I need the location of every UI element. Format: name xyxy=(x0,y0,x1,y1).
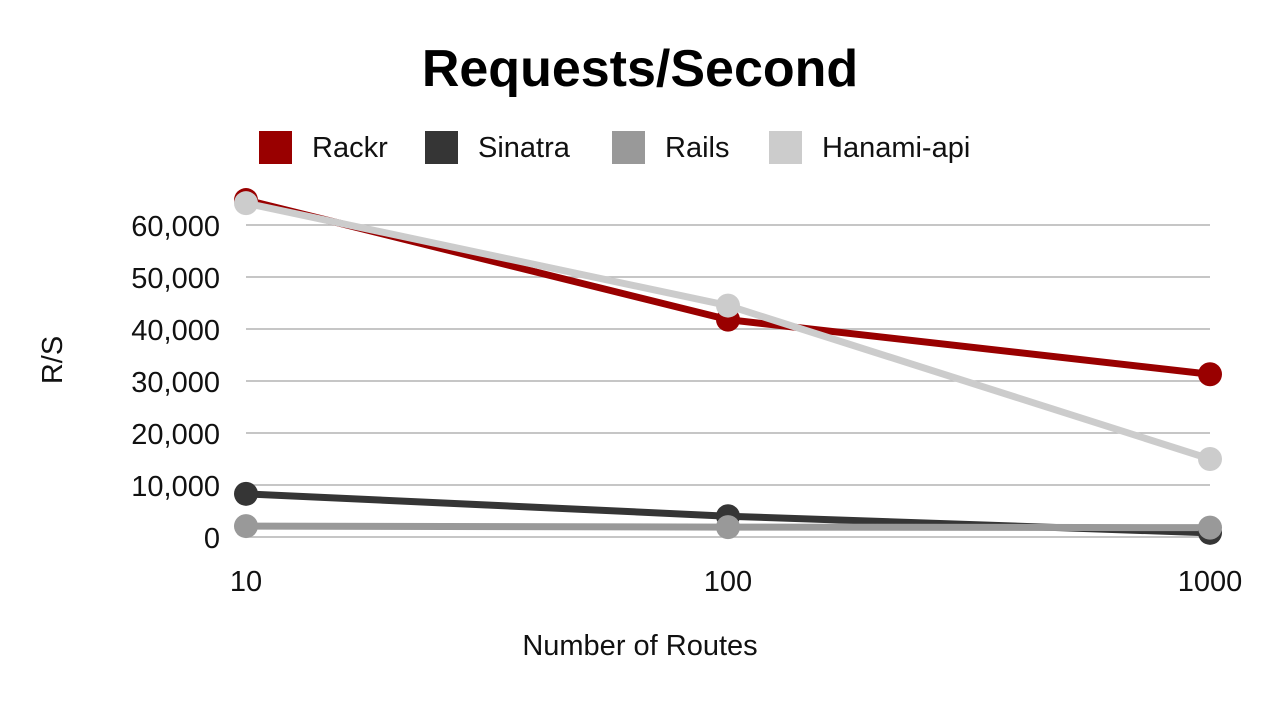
y-tick-label: 10,000 xyxy=(131,471,220,503)
y-tick-label: 50,000 xyxy=(131,263,220,295)
x-axis-ticks: 10 100 1000 xyxy=(230,566,1242,598)
legend-item: Sinatra xyxy=(425,131,571,164)
legend-label: Rackr xyxy=(312,132,388,164)
legend-swatch xyxy=(425,131,458,164)
data-point-rackr xyxy=(1198,362,1222,387)
data-point-sinatra xyxy=(234,481,258,506)
data-point-hanami-api xyxy=(234,191,258,216)
series-line-rackr xyxy=(242,196,1214,378)
legend-item: Hanami-api xyxy=(769,131,970,164)
series-points xyxy=(234,188,1222,545)
y-tick-label: 30,000 xyxy=(131,367,220,399)
legend-label: Rails xyxy=(665,132,729,164)
legend-label: Hanami-api xyxy=(822,132,970,164)
x-axis-title: Number of Routes xyxy=(522,630,757,662)
y-axis-ticks: 0 10,000 20,000 30,000 40,000 50,000 60,000 xyxy=(131,211,220,555)
legend: Rackr Sinatra Rails Hanami-api xyxy=(259,131,970,164)
legend-label: Sinatra xyxy=(478,132,571,164)
x-tick-label: 100 xyxy=(704,566,752,598)
data-point-rails xyxy=(716,515,740,540)
data-point-rails xyxy=(1198,515,1222,540)
gridlines xyxy=(246,224,1210,538)
y-tick-label: 60,000 xyxy=(131,211,220,243)
series-lines xyxy=(242,196,1214,537)
legend-swatch xyxy=(259,131,292,164)
y-tick-label: 20,000 xyxy=(131,419,220,451)
x-tick-label: 10 xyxy=(230,566,262,598)
y-tick-label: 0 xyxy=(204,523,220,555)
chart-title: Requests/Second xyxy=(422,40,858,98)
legend-swatch xyxy=(612,131,645,164)
legend-item: Rails xyxy=(612,131,729,164)
legend-swatch xyxy=(769,131,802,164)
data-point-hanami-api xyxy=(716,293,740,318)
legend-item: Rackr xyxy=(259,131,388,164)
data-point-hanami-api xyxy=(1198,447,1222,471)
y-tick-label: 40,000 xyxy=(131,315,220,347)
data-point-rails xyxy=(234,514,258,539)
y-axis-title: R/S xyxy=(37,336,69,384)
x-tick-label: 1000 xyxy=(1178,566,1243,598)
